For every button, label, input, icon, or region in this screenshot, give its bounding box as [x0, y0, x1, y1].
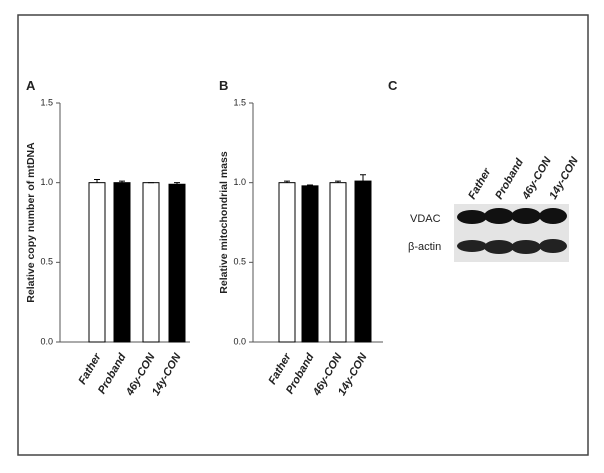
bar: [168, 183, 186, 343]
error-bar: [174, 182, 180, 185]
bar: [354, 180, 372, 343]
bar: [329, 182, 347, 343]
y-tick-label: 1.0: [233, 177, 246, 187]
band: [457, 210, 487, 224]
band: [484, 208, 514, 224]
band: [539, 239, 567, 253]
error-bar: [119, 180, 125, 183]
band: [511, 208, 541, 224]
error-bar: [360, 174, 366, 182]
y-tick-label: 1.5: [233, 97, 246, 107]
bar: [301, 185, 319, 343]
bar: [88, 182, 106, 343]
panel-label: C: [388, 78, 398, 93]
y-tick-label: 0.5: [40, 257, 53, 267]
bar: [113, 182, 131, 343]
panel-label: A: [26, 78, 36, 93]
error-bar: [94, 178, 100, 183]
bar: [278, 182, 296, 343]
y-tick-label: 0.5: [233, 257, 246, 267]
y-tick-label: 0.0: [40, 336, 53, 346]
blot-row-label: VDAC: [410, 213, 441, 225]
error-bar: [335, 180, 341, 183]
blot-image: [454, 204, 569, 262]
bar: [142, 182, 160, 343]
band: [539, 208, 567, 224]
frame: [17, 14, 589, 456]
y-tick-label: 1.0: [40, 177, 53, 187]
error-bar: [307, 184, 313, 186]
blot-row-label: β-actin: [408, 241, 441, 253]
panel-label: B: [219, 78, 228, 93]
y-tick-label: 0.0: [233, 336, 246, 346]
band: [457, 240, 487, 252]
y-tick-label: 1.5: [40, 97, 53, 107]
band: [484, 240, 514, 254]
error-bar: [284, 180, 290, 183]
y-axis-label: Relative copy number of mtDNA: [25, 142, 37, 303]
y-axis-label: Relative mitochondrial mass: [218, 151, 230, 294]
band: [511, 240, 541, 254]
